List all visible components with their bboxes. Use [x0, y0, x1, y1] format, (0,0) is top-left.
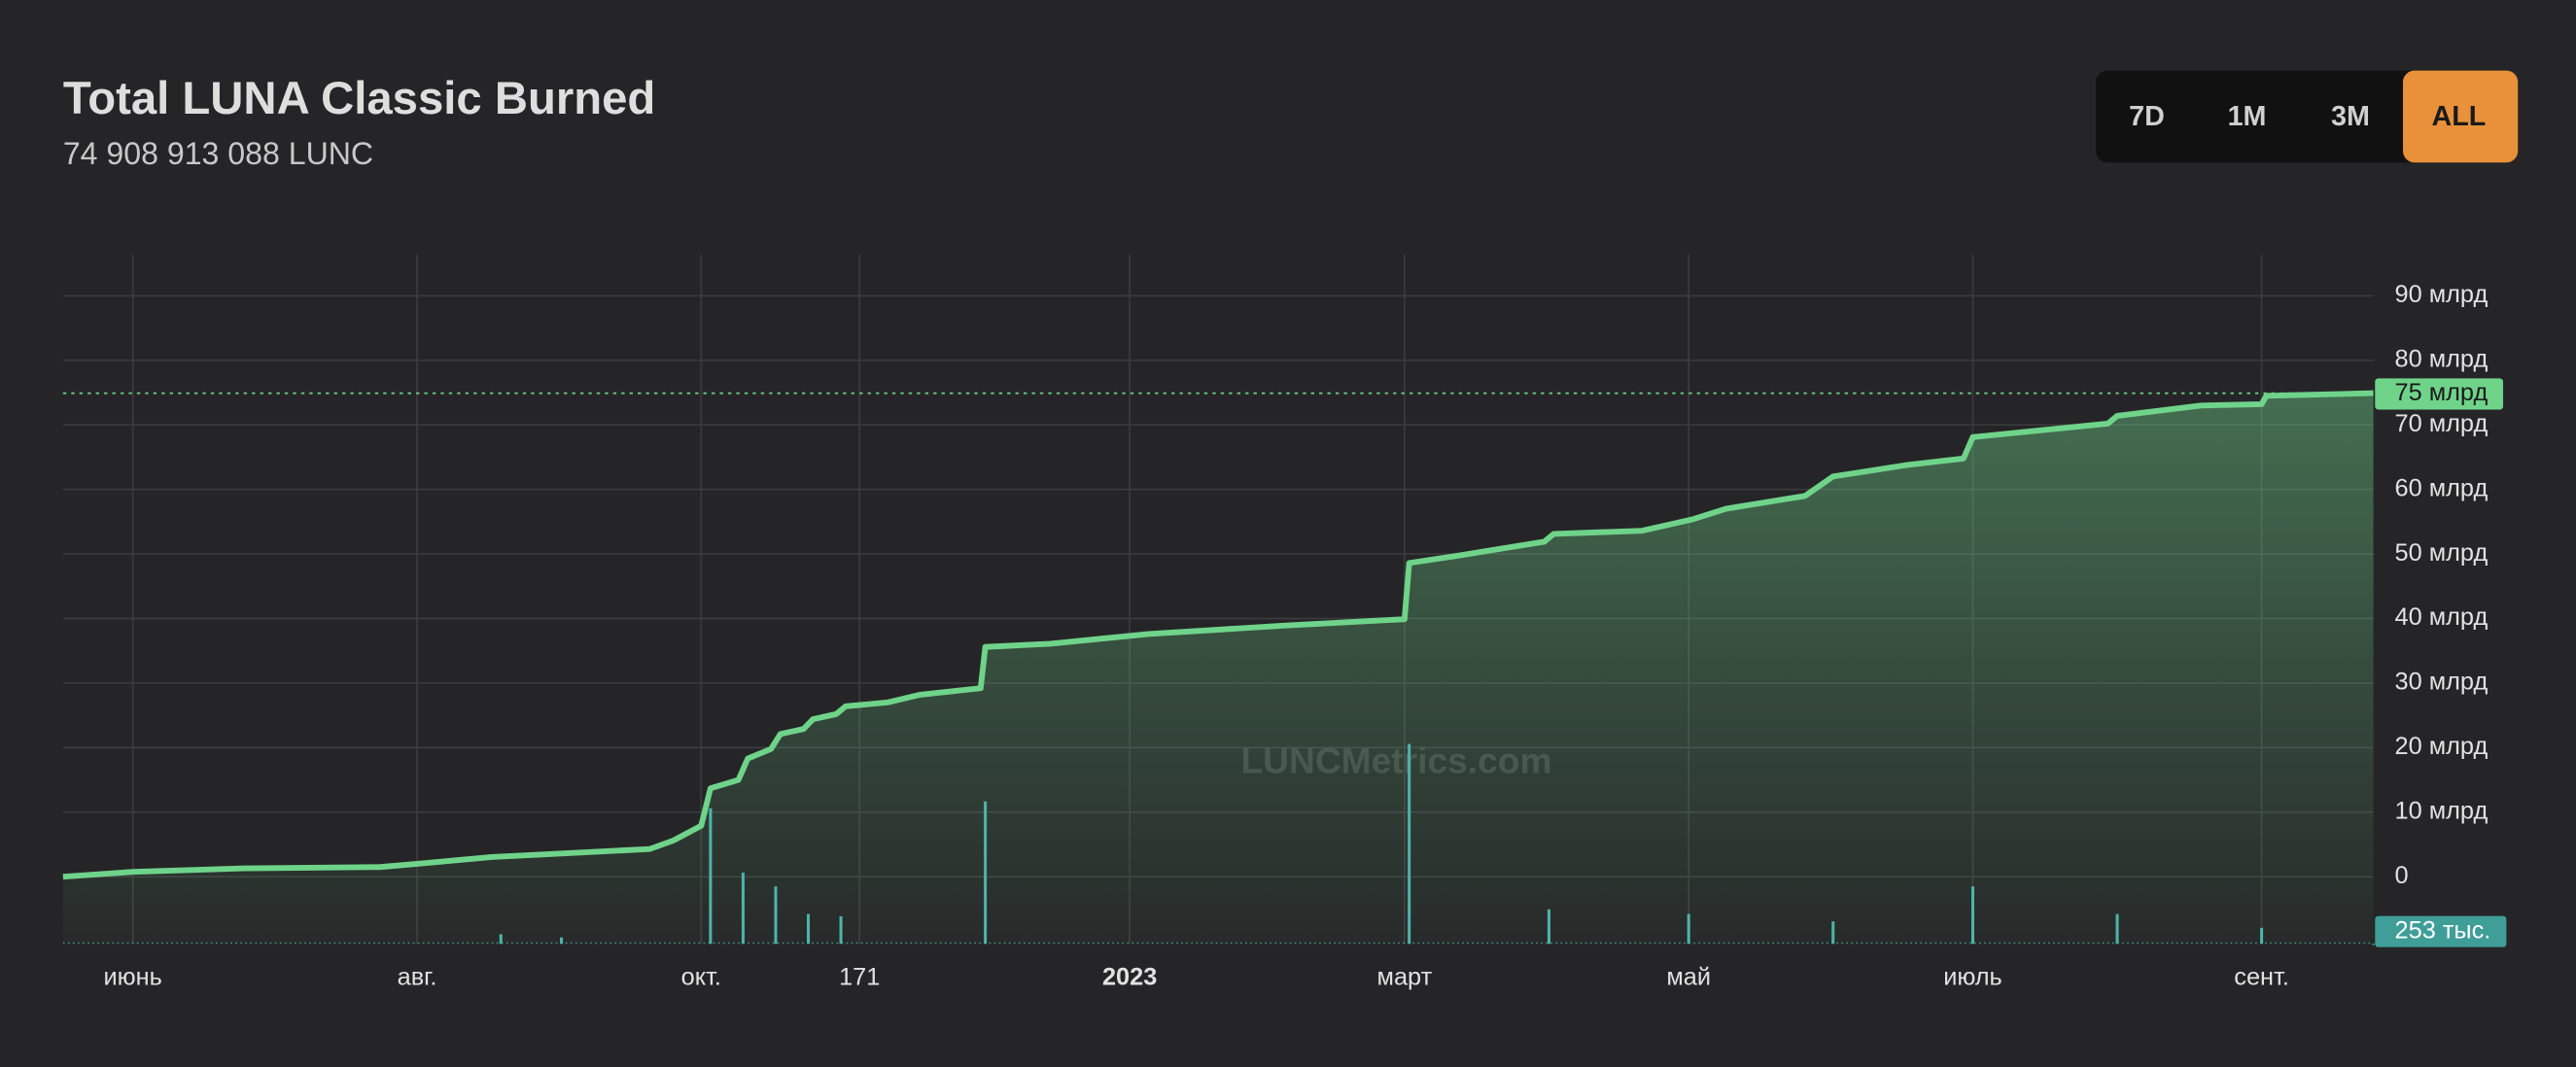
x-tick-label: 2023: [1102, 963, 1157, 990]
x-tick-label: май: [1666, 963, 1711, 990]
bar: [2260, 927, 2264, 945]
area-fill: [62, 393, 2374, 945]
range-button[interactable]: ALL: [2432, 101, 2487, 132]
range-button[interactable]: 1M: [2228, 101, 2267, 132]
y-tick-label: 90 млрд: [2395, 281, 2489, 308]
bar: [1970, 886, 1975, 945]
title: Total LUNA Classic Burned: [63, 73, 655, 124]
range-button[interactable]: 7D: [2129, 101, 2165, 132]
bar: [2372, 944, 2376, 946]
x-tick-label: июнь: [104, 963, 162, 990]
x-tick-label: сент.: [2234, 963, 2289, 990]
bar: [2115, 913, 2119, 945]
bar: [839, 915, 843, 945]
y-tick-label: 50 млрд: [2395, 539, 2489, 567]
last-value-box: [2375, 378, 2504, 410]
bar: [807, 913, 811, 945]
last-value-label: 75 млрд: [2395, 379, 2489, 406]
y-tick-label: 0: [2395, 862, 2409, 889]
x-tick-label: окт.: [681, 963, 721, 990]
bar: [1831, 921, 1835, 945]
subtitle: 74 908 913 088 LUNC: [63, 136, 373, 171]
last-value-label: 253 тыс.: [2395, 916, 2491, 944]
x-tick-label: март: [1377, 963, 1433, 990]
last-value-box: [2375, 915, 2507, 947]
bar: [1687, 913, 1690, 945]
y-tick-label: 40 млрд: [2395, 603, 2489, 631]
bar: [1547, 909, 1550, 945]
y-tick-label: 70 млрд: [2395, 410, 2489, 437]
line: [62, 390, 2374, 880]
button-bg[interactable]: [2402, 70, 2519, 163]
bar: [1408, 743, 1411, 945]
range-button[interactable]: 3M: [2331, 101, 2370, 132]
x-tick-label: июль: [1943, 963, 2002, 990]
y-tick-label: 30 млрд: [2395, 669, 2489, 696]
y-tick-label: 20 млрд: [2395, 733, 2489, 760]
bar: [741, 872, 745, 945]
bar: [709, 808, 713, 945]
bar: [560, 937, 564, 945]
x-tick-label: авг.: [398, 963, 437, 990]
bar: [984, 801, 988, 945]
y-tick-label: 80 млрд: [2395, 345, 2489, 372]
bar: [774, 886, 778, 945]
bar: [499, 934, 503, 945]
y-tick-label: 60 млрд: [2395, 474, 2489, 501]
x-tick-label: 171: [839, 963, 880, 990]
y-tick-label: 10 млрд: [2395, 797, 2489, 824]
